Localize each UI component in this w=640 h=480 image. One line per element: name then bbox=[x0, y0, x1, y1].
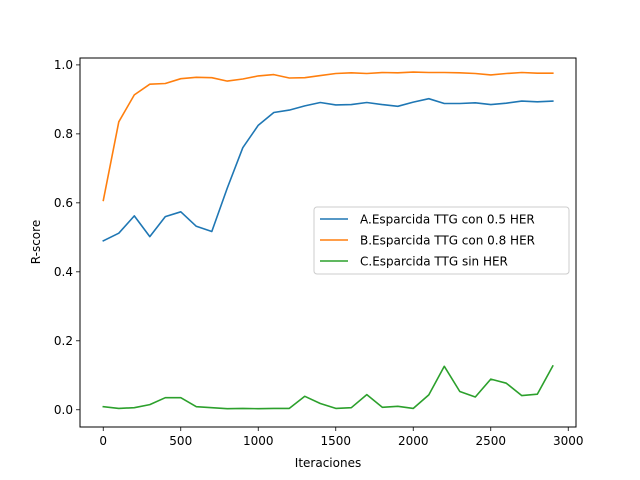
y-axis-label: R-score bbox=[29, 220, 43, 264]
legend-label-2: B.Esparcida TTG con 0.8 HER bbox=[360, 234, 535, 248]
x-tick-label: 2000 bbox=[398, 434, 429, 448]
y-tick-label: 1.0 bbox=[54, 58, 73, 72]
x-tick-label: 3000 bbox=[553, 434, 584, 448]
series-line-2 bbox=[102, 71, 554, 202]
plot-frame bbox=[79, 57, 577, 428]
y-tick-label: 0.6 bbox=[54, 196, 73, 210]
series-line-3 bbox=[102, 364, 554, 410]
x-tick-label: 1000 bbox=[243, 434, 274, 448]
legend-box bbox=[313, 206, 570, 275]
series-line-1 bbox=[102, 97, 554, 242]
legend-label-3: C.Esparcida TTG sin HER bbox=[360, 255, 508, 269]
y-tick-label: 0.4 bbox=[54, 265, 73, 279]
x-axis: 0 500 1000 1500 2000 2500 3000 bbox=[99, 427, 584, 448]
x-tick-label: 500 bbox=[169, 434, 192, 448]
legend-label-1: A.Esparcida TTG con 0.5 HER bbox=[360, 213, 535, 227]
legend: A.Esparcida TTG con 0.5 HER B.Esparcida T… bbox=[313, 206, 570, 275]
y-tick-label: 0.0 bbox=[54, 403, 73, 417]
y-tick-label: 0.8 bbox=[54, 127, 73, 141]
y-tick-label: 0.2 bbox=[54, 334, 73, 348]
x-tick-label: 2500 bbox=[475, 434, 506, 448]
x-tick-label: 1500 bbox=[320, 434, 351, 448]
plot-lines bbox=[102, 71, 554, 410]
y-axis: 0.0 0.2 0.4 0.6 0.8 1.0 bbox=[54, 58, 80, 417]
x-axis-label: Iteraciones bbox=[295, 456, 361, 470]
x-tick-label: 0 bbox=[99, 434, 107, 448]
